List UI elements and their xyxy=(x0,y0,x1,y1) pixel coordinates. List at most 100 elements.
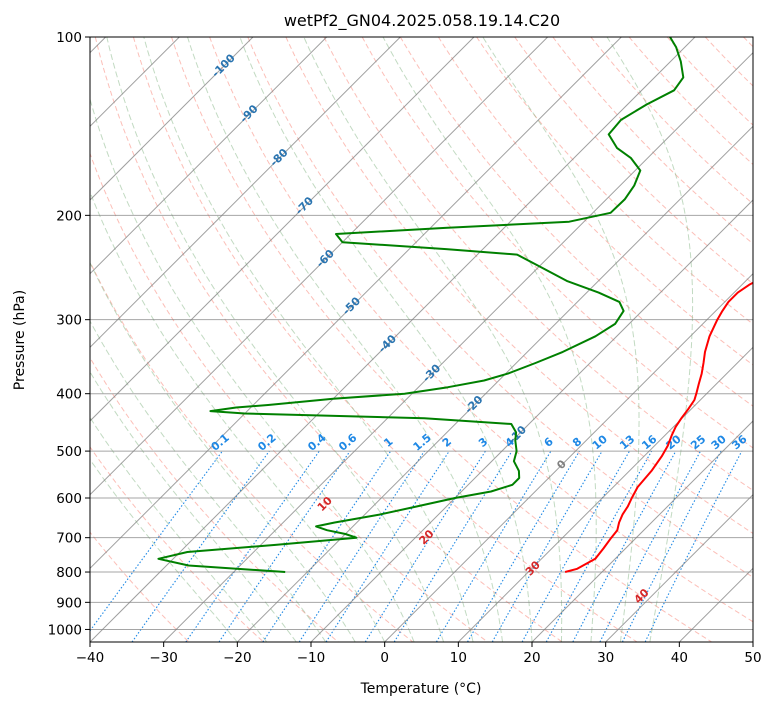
mixing-ratio-line xyxy=(621,450,722,642)
x-tick-label: −40 xyxy=(76,650,105,666)
mixing-ratio-line xyxy=(644,450,743,642)
mixing-ratio-line xyxy=(545,450,653,642)
y-tick-label: 600 xyxy=(56,491,82,507)
isotherm xyxy=(90,37,401,349)
x-tick-label: −30 xyxy=(149,650,178,666)
mixing-ratio-label: 2 xyxy=(440,435,454,450)
isotherm xyxy=(605,493,753,642)
mixing-ratio-label: 6 xyxy=(542,435,556,450)
mixing-ratio-label: 25 xyxy=(688,433,708,453)
isotherm xyxy=(90,37,696,642)
y-tick-label: 100 xyxy=(56,30,82,46)
moist-adiabat xyxy=(90,261,356,642)
dry-adiabat xyxy=(514,37,753,285)
dry-adiabat xyxy=(285,37,753,535)
chart-title: wetPf2_GN04.2025.058.19.14.C20 xyxy=(284,11,560,31)
dry-adiabat xyxy=(590,37,753,205)
dry-adiabat xyxy=(552,37,753,245)
mixing-ratio-line xyxy=(90,450,223,632)
moist-adiabat xyxy=(187,37,503,642)
mixing-ratio-label: 0.2 xyxy=(255,431,278,453)
isotherm xyxy=(90,37,328,275)
temperature-trace xyxy=(564,281,753,573)
moist-adiabat xyxy=(303,37,563,642)
mixing-ratio-line xyxy=(364,450,486,642)
dry-adiabat xyxy=(704,37,753,87)
moist-adiabat xyxy=(90,190,386,642)
dry-adiabat xyxy=(171,37,712,642)
dry-adiabat xyxy=(743,37,753,48)
isotherm xyxy=(90,37,549,496)
dry-adiabat xyxy=(90,356,339,642)
dry-adiabat xyxy=(323,37,753,491)
dry-adiabat xyxy=(94,37,563,642)
y-tick-label: 700 xyxy=(56,531,82,547)
moist-adiabat xyxy=(90,370,297,642)
moist-adiabat xyxy=(143,37,474,642)
mixing-ratio-line xyxy=(185,450,320,642)
mixing-ratio-label: 0.1 xyxy=(209,431,232,453)
dry-adiabat xyxy=(628,37,753,166)
y-tick-label: 800 xyxy=(56,565,82,581)
mixing-ratio-label: 0.4 xyxy=(305,431,329,454)
moist-adiabat xyxy=(606,37,694,642)
y-tick-label: 200 xyxy=(56,208,82,224)
x-axis: −40 −30 −20 −10 0 10 20 30 40 50 xyxy=(76,642,762,666)
x-tick-label: 10 xyxy=(450,650,467,666)
x-tick-label: 40 xyxy=(671,650,688,666)
dewpoint-trace xyxy=(157,37,685,573)
mixing-ratio-label: 16 xyxy=(639,432,659,452)
mixing-ratio-line xyxy=(218,450,351,642)
dry-adiabat xyxy=(209,37,753,623)
mixing-ratio-label: 3 xyxy=(476,435,490,450)
isoline-labels: 0.1 0.2 0.4 0.6 1 1.5 2 3 4 6 8 10 13 16 20 25 30 36-100-… xyxy=(209,51,750,606)
isotherm xyxy=(752,641,753,642)
y-axis: 100 200 300 400 500 600 700 800 900 1000 xyxy=(48,30,90,638)
dry-adiabat xyxy=(399,37,753,407)
x-tick-label: 30 xyxy=(597,650,614,666)
y-tick-label: 400 xyxy=(56,387,82,403)
isotherm xyxy=(678,567,753,642)
y-tick-label: 500 xyxy=(56,444,82,460)
mixing-ratio-line xyxy=(262,450,392,642)
y-tick-label: 900 xyxy=(56,595,82,611)
moist-adiabat xyxy=(90,458,238,642)
traces xyxy=(157,37,753,573)
plot-frame xyxy=(89,36,754,643)
mixing-ratio-line xyxy=(599,450,701,642)
x-tick-label: 20 xyxy=(523,650,540,666)
y-tick-label: 300 xyxy=(56,313,82,329)
dry-adiabat xyxy=(437,37,753,366)
mixing-ratio-line xyxy=(298,450,425,642)
mixing-ratio-line xyxy=(325,450,450,642)
mixing-ratio-line xyxy=(435,450,552,642)
grid xyxy=(90,37,753,642)
dry-adiabat-label: 40 xyxy=(632,586,652,606)
isotherm xyxy=(163,51,753,642)
mixing-ratio-label: 1 xyxy=(381,435,395,450)
mixing-ratio-line xyxy=(467,450,580,642)
dry-adiabat xyxy=(90,446,264,642)
isotherm xyxy=(310,199,753,642)
dry-adiabat xyxy=(90,152,488,642)
isotherm xyxy=(531,420,753,642)
isotherm xyxy=(384,272,753,642)
mixing-ratio-line xyxy=(393,450,513,642)
dry-adiabat xyxy=(666,37,753,126)
isotherm xyxy=(457,346,753,642)
x-tick-label: 50 xyxy=(744,650,761,666)
x-axis-label: Temperature (°C) xyxy=(360,681,482,697)
mixing-ratio-label: 1.5 xyxy=(411,431,434,453)
moist-adiabat xyxy=(382,37,597,642)
mixing-ratio-label: 36 xyxy=(730,432,750,452)
mixing-ratio-label: 30 xyxy=(709,432,729,452)
mixing-ratio-line xyxy=(131,450,270,642)
y-tick-label: 1000 xyxy=(48,622,82,638)
mixing-ratio-label: 0.6 xyxy=(336,431,360,454)
isotherm xyxy=(90,37,622,570)
x-tick-label: −20 xyxy=(223,650,252,666)
dry-adiabat xyxy=(90,260,414,642)
mixing-ratio-line xyxy=(572,450,677,642)
moist-adiabat xyxy=(90,416,268,642)
